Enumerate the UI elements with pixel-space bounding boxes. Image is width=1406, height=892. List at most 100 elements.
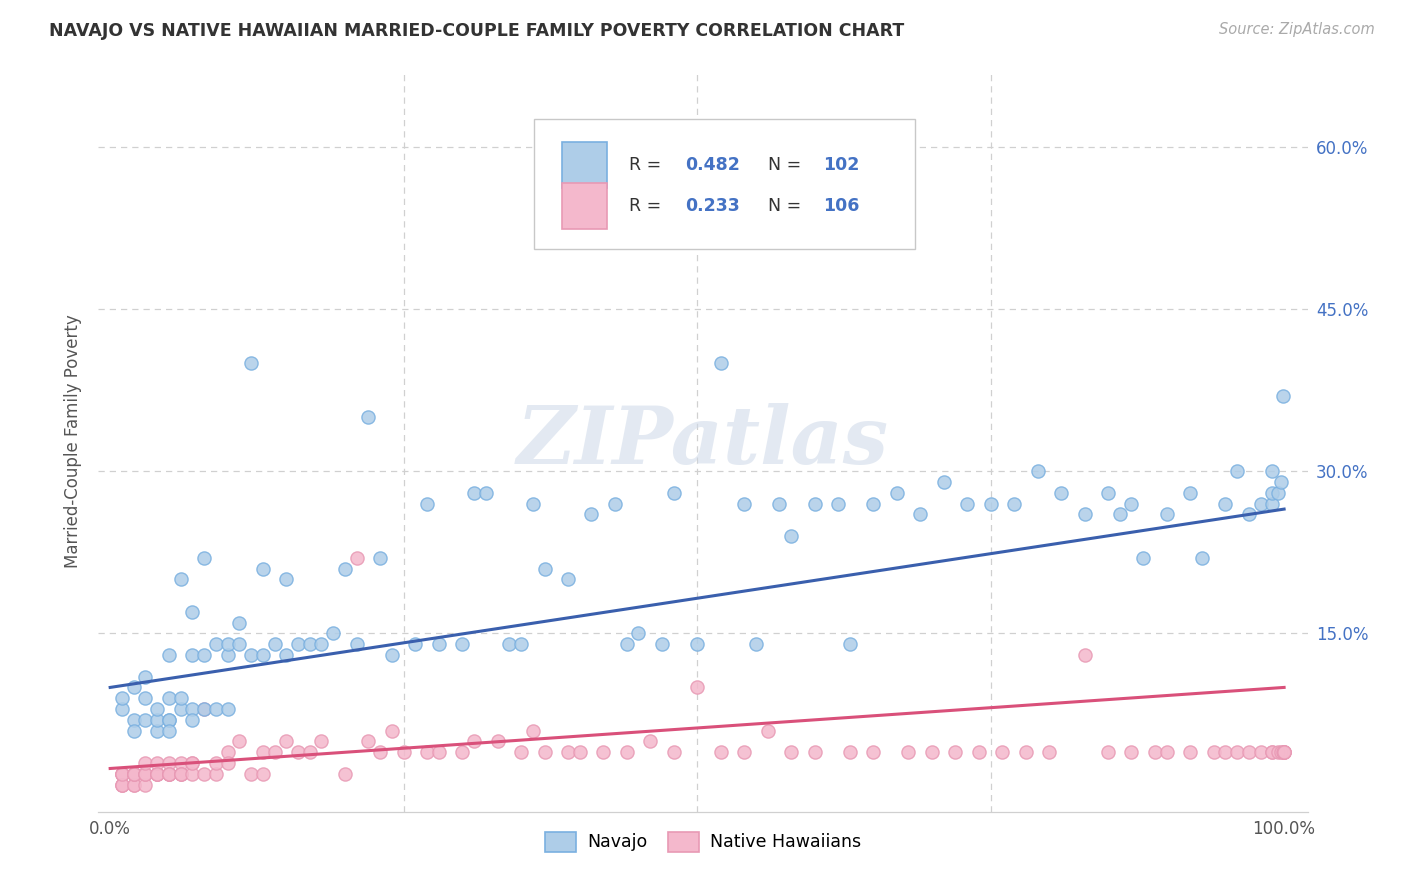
Point	[252, 745, 274, 759]
Point	[1156, 745, 1178, 759]
Point	[1097, 745, 1119, 759]
Point	[1267, 745, 1289, 759]
Point	[756, 723, 779, 738]
Text: R =: R =	[630, 155, 666, 174]
Point	[991, 745, 1014, 759]
Point	[592, 745, 614, 759]
Point	[908, 508, 931, 522]
Point	[122, 713, 145, 727]
Point	[1215, 497, 1237, 511]
Point	[1132, 550, 1154, 565]
Point	[122, 767, 145, 781]
Point	[157, 648, 180, 662]
Point	[780, 529, 803, 543]
Point	[217, 648, 239, 662]
Point	[662, 486, 685, 500]
Point	[204, 767, 226, 781]
FancyBboxPatch shape	[561, 142, 607, 187]
Point	[533, 745, 555, 759]
Point	[169, 756, 191, 770]
Point	[181, 702, 204, 716]
Point	[921, 745, 943, 759]
Point	[838, 745, 860, 759]
Text: 102: 102	[823, 155, 859, 174]
Point	[146, 767, 169, 781]
Text: 106: 106	[823, 197, 859, 215]
Point	[181, 648, 204, 662]
Point	[169, 767, 191, 781]
Point	[122, 767, 145, 781]
Point	[169, 767, 191, 781]
Point	[368, 745, 391, 759]
Point	[1261, 497, 1284, 511]
Point	[710, 356, 733, 370]
Point	[146, 756, 169, 770]
Legend: Navajo, Native Hawaiians: Navajo, Native Hawaiians	[538, 824, 868, 859]
Point	[157, 767, 180, 781]
Point	[157, 723, 180, 738]
Point	[1097, 486, 1119, 500]
Point	[111, 702, 134, 716]
Point	[1261, 464, 1284, 478]
Point	[638, 734, 661, 748]
Point	[1180, 745, 1202, 759]
Point	[333, 561, 356, 575]
Point	[322, 626, 344, 640]
Point	[533, 561, 555, 575]
Point	[1143, 745, 1166, 759]
Point	[346, 637, 368, 651]
Point	[134, 691, 156, 706]
Point	[193, 550, 215, 565]
Point	[733, 745, 755, 759]
Point	[217, 745, 239, 759]
Point	[134, 756, 156, 770]
Point	[662, 745, 685, 759]
Point	[1121, 497, 1143, 511]
Point	[427, 745, 450, 759]
Point	[1180, 486, 1202, 500]
Point	[1226, 464, 1249, 478]
Point	[122, 681, 145, 695]
Point	[204, 637, 226, 651]
Point	[945, 745, 967, 759]
Point	[111, 778, 134, 792]
Text: 0.233: 0.233	[685, 197, 740, 215]
Point	[311, 734, 333, 748]
Point	[1226, 745, 1249, 759]
Point	[463, 486, 485, 500]
Point	[897, 745, 920, 759]
Text: R =: R =	[630, 197, 666, 215]
Point	[169, 767, 191, 781]
Point	[827, 497, 849, 511]
Point	[1202, 745, 1225, 759]
Point	[1073, 508, 1095, 522]
Point	[181, 713, 204, 727]
Point	[287, 745, 309, 759]
Point	[1002, 497, 1025, 511]
Point	[181, 756, 204, 770]
Point	[134, 767, 156, 781]
Point	[157, 691, 180, 706]
Point	[1272, 745, 1295, 759]
Point	[134, 670, 156, 684]
Point	[710, 745, 733, 759]
Point	[557, 745, 579, 759]
Point	[298, 745, 321, 759]
Point	[122, 778, 145, 792]
Point	[838, 637, 860, 651]
Point	[1250, 745, 1272, 759]
Point	[392, 745, 415, 759]
Point	[1237, 745, 1260, 759]
Point	[357, 734, 380, 748]
Point	[181, 605, 204, 619]
Point	[862, 745, 884, 759]
Point	[886, 486, 908, 500]
Point	[122, 778, 145, 792]
Point	[157, 767, 180, 781]
Text: 0.482: 0.482	[685, 155, 740, 174]
Point	[146, 702, 169, 716]
Point	[228, 615, 250, 630]
Point	[1272, 745, 1295, 759]
Point	[1271, 389, 1294, 403]
Point	[803, 497, 825, 511]
